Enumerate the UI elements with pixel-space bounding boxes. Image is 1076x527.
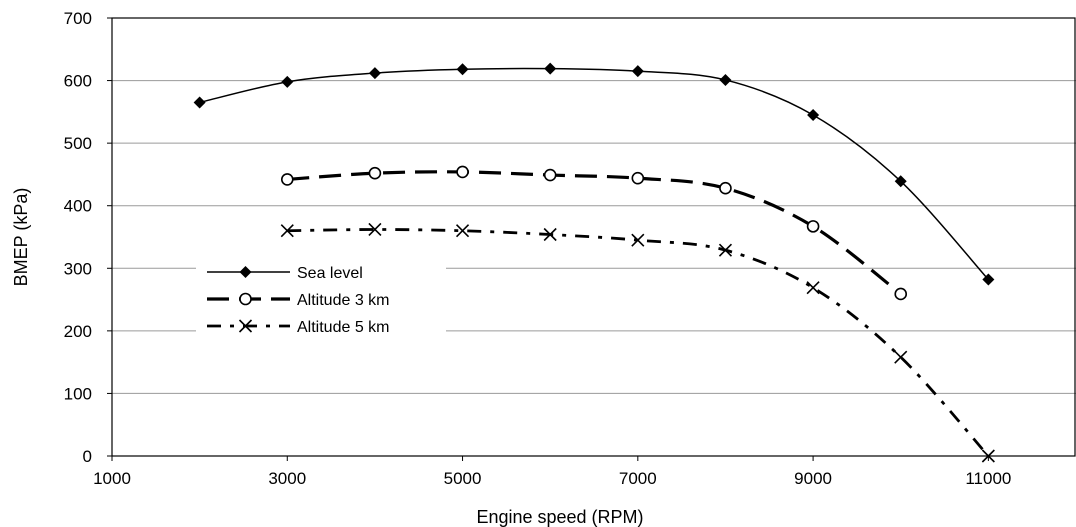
series-2-point-5000: [456, 165, 469, 179]
y-axis-ticks: 0 100 200 300 400 500 600 700: [64, 9, 112, 466]
y-axis-title: BMEP (kPa): [11, 188, 31, 287]
legend-label-1: Sea level: [297, 265, 363, 282]
series-3-line: [287, 228, 990, 457]
legend-label-2: Altitude 3 km: [297, 292, 389, 309]
legend-entry-3: Altitude 5 km: [207, 319, 389, 336]
legend-marker-3: [238, 319, 253, 333]
y-tick-label-700: 700: [64, 9, 92, 28]
legend-entry-2: Altitude 3 km: [207, 292, 389, 309]
series-1: [193, 62, 995, 286]
series-3-point-9000: [806, 281, 820, 295]
series-1-point-7000: [631, 65, 644, 78]
x-axis-title: Engine speed (RPM): [476, 507, 643, 527]
series-2-point-10000: [894, 287, 908, 301]
series-1-line: [199, 67, 989, 281]
y-tick-label-400: 400: [64, 197, 92, 216]
series-3-point-3000: [280, 224, 294, 238]
series-1-point-4000: [368, 67, 381, 80]
series-3-point-10000: [894, 350, 908, 364]
y-tick-label-100: 100: [64, 384, 92, 403]
series-3-point-11000: [981, 449, 995, 463]
series-2-point-4000: [368, 166, 382, 180]
series-1-point-6000: [544, 62, 557, 75]
series-1-point-11000: [982, 273, 995, 286]
x-axis-ticks: 1000 3000 5000 7000 9000 11000: [93, 456, 1011, 488]
series-1-point-10000: [894, 175, 907, 188]
legend-entry-1: Sea level: [207, 265, 363, 282]
series-3-point-5000: [455, 224, 470, 238]
series-2-point-8000: [719, 181, 732, 195]
legend-marker-1: [239, 266, 252, 278]
legend-box: [196, 256, 446, 340]
series-3-point-6000: [543, 227, 557, 242]
y-tick-label-0: 0: [83, 447, 92, 466]
series-2-point-9000: [806, 220, 820, 233]
x-tick-label-3000: 3000: [268, 469, 306, 488]
x-tick-label-5000: 5000: [444, 469, 482, 488]
series-1-point-3000: [281, 75, 294, 88]
series-1-point-9000: [807, 108, 820, 121]
x-tick-label-9000: 9000: [794, 469, 832, 488]
series-3: [280, 222, 995, 463]
legend-label-3: Altitude 5 km: [297, 319, 389, 336]
x-tick-label-1000: 1000: [93, 469, 131, 488]
series-3-point-7000: [631, 233, 645, 247]
series-2-point-3000: [280, 173, 294, 186]
series-1-point-2000: [193, 96, 206, 109]
plot-frame: [111, 17, 1076, 457]
series-1-point-8000: [719, 73, 732, 86]
y-tick-label-500: 500: [64, 134, 92, 153]
legend: Sea level Altitude 3 km Altitude 5 km: [196, 256, 446, 340]
y-tick-label-600: 600: [64, 72, 92, 91]
legend-marker-2: [239, 292, 252, 306]
series-2: [280, 165, 908, 301]
x-tick-label-7000: 7000: [619, 469, 657, 488]
series-2-point-7000: [631, 171, 645, 185]
x-tick-label-11000: 11000: [965, 469, 1011, 488]
series-1-point-5000: [456, 63, 469, 76]
series-3-point-8000: [718, 243, 733, 257]
series-3-point-4000: [368, 222, 382, 237]
series-2-point-6000: [543, 168, 557, 182]
y-tick-label-200: 200: [64, 322, 92, 341]
series: [193, 62, 995, 463]
y-tick-label-300: 300: [64, 259, 92, 278]
grid: [112, 80, 1076, 394]
